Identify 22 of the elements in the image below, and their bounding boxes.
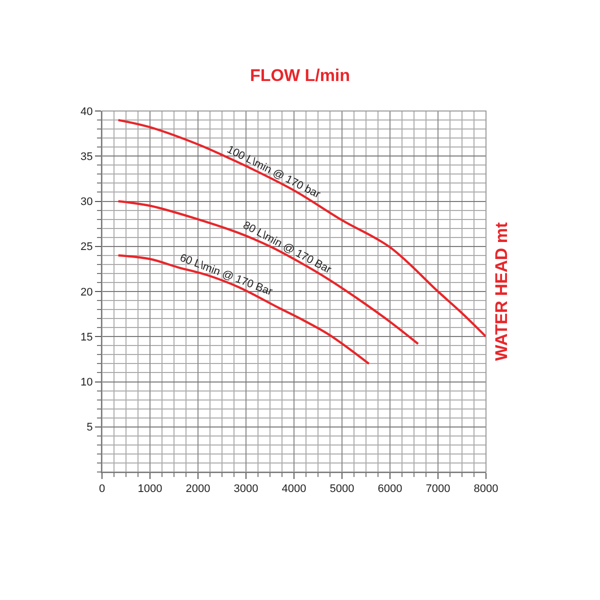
text: 100 L\min @ 170 bar bbox=[224, 144, 322, 202]
y-tick-label: 25 bbox=[80, 241, 93, 254]
line-series bbox=[117, 118, 486, 338]
y-tick-label: 35 bbox=[80, 150, 93, 163]
x-tick-label: 7000 bbox=[426, 483, 450, 496]
x-tick-label: 2000 bbox=[186, 483, 210, 496]
y-axis-title: WATER HEAD mt bbox=[492, 222, 511, 361]
x-tick-label: 8000 bbox=[474, 483, 498, 496]
y-tick-label: 15 bbox=[80, 331, 93, 344]
y-tick-label: 5 bbox=[86, 422, 93, 434]
x-tick-label: 6000 bbox=[378, 483, 402, 496]
y-tick-label: 40 bbox=[80, 106, 93, 118]
line-series bbox=[117, 200, 420, 345]
x-tick-label: 4000 bbox=[282, 483, 306, 496]
x-tick-label: 3000 bbox=[234, 483, 258, 496]
x-tick-label: 0 bbox=[98, 483, 106, 496]
y-tick-label: 20 bbox=[80, 286, 93, 298]
x-tick-label: 5000 bbox=[330, 483, 354, 496]
y-tick-label: 10 bbox=[80, 376, 93, 389]
chart-title: FLOW L/min bbox=[250, 66, 350, 85]
y-tick-label: 30 bbox=[80, 196, 93, 208]
x-tick-label: 1000 bbox=[138, 483, 162, 496]
